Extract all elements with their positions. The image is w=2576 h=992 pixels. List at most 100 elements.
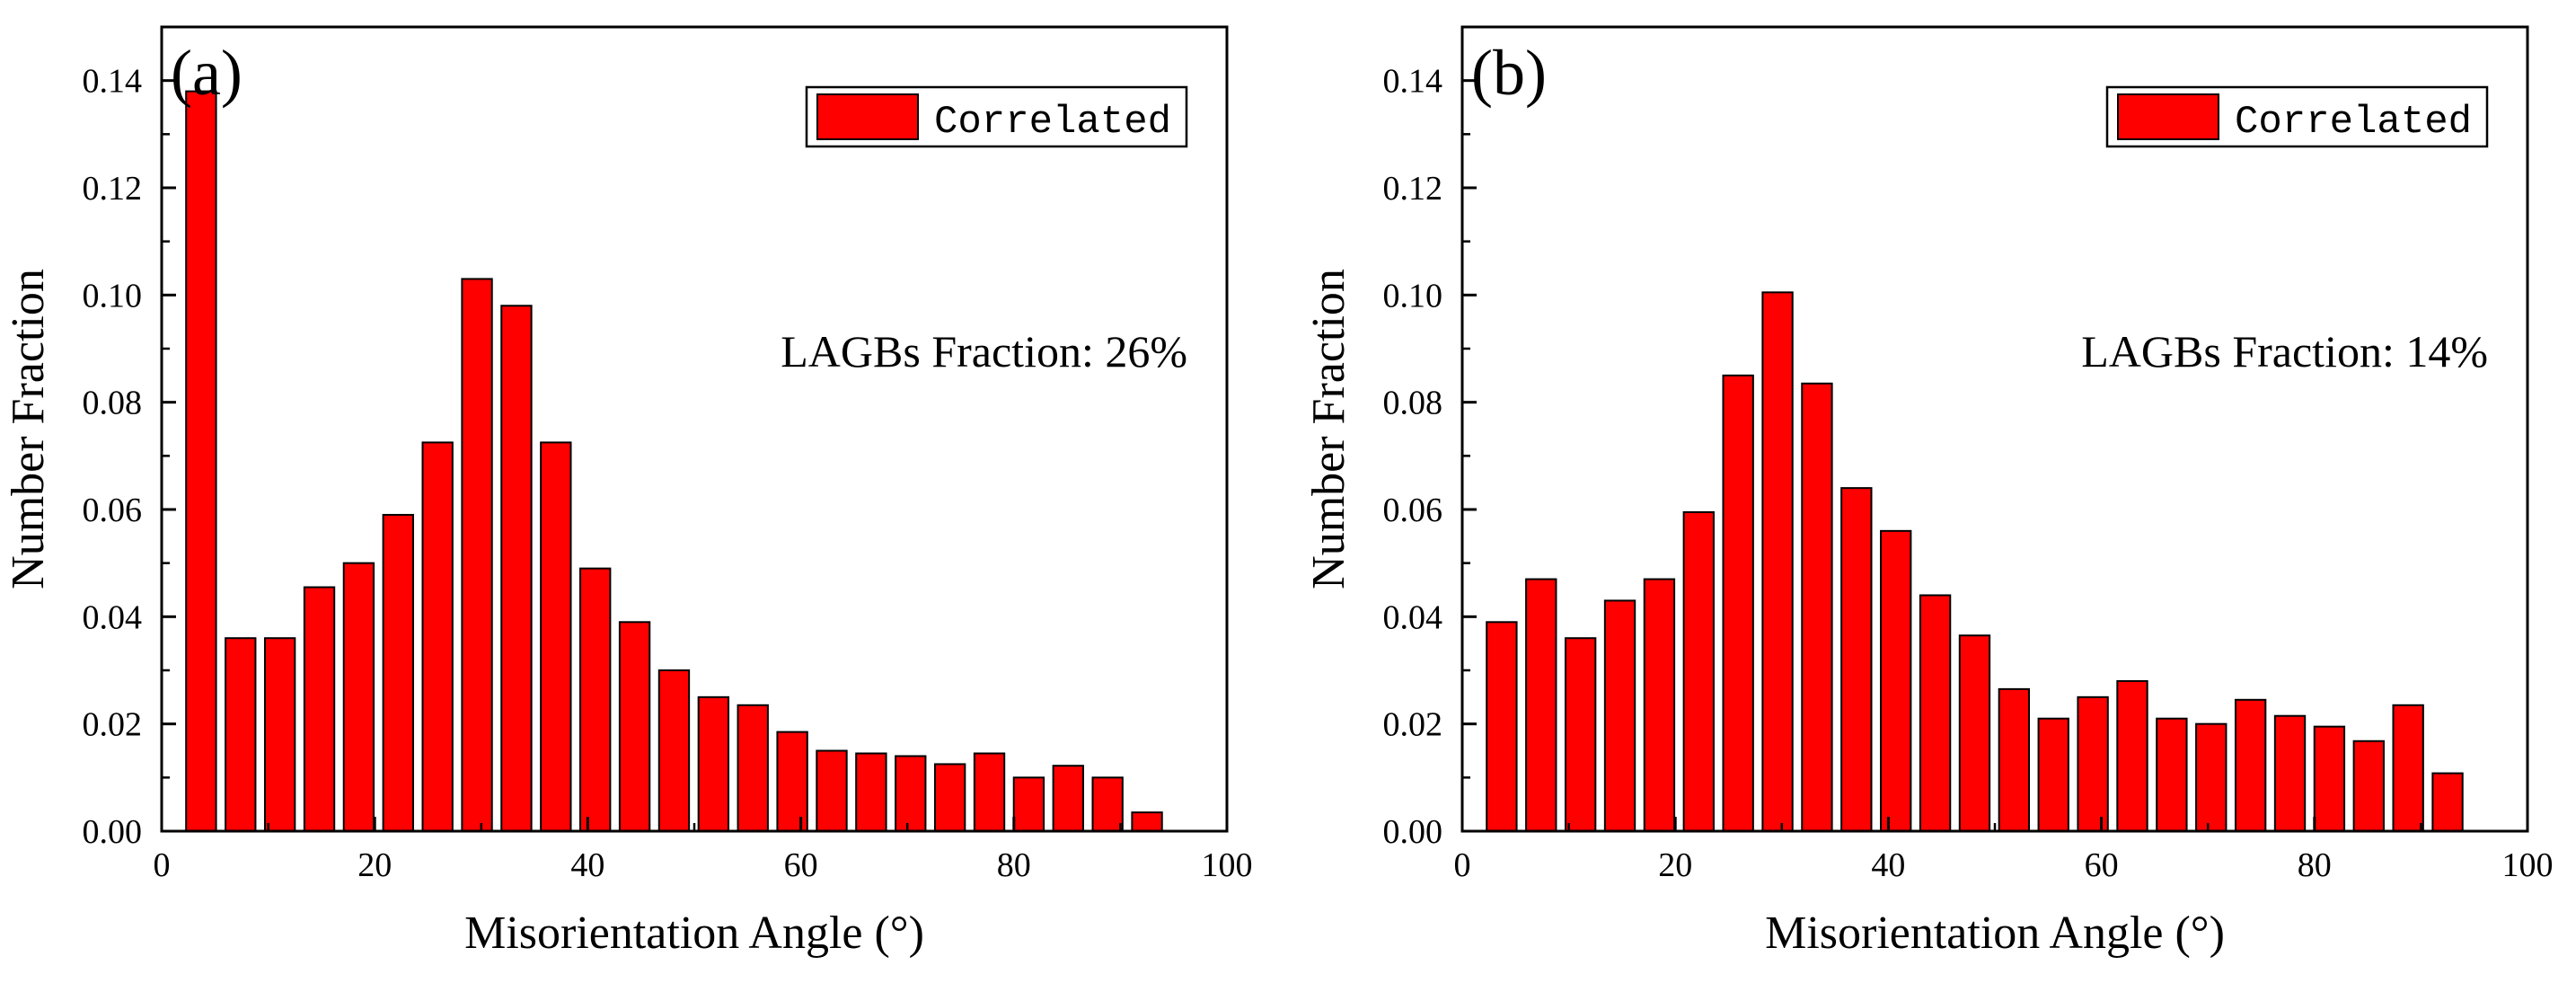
bar-a-1 (185, 90, 217, 833)
panel-label-b: (b) (1471, 37, 1547, 109)
x-axis-label-a: Misorientation Angle (°) (464, 908, 924, 959)
bar-b-6 (1682, 510, 1715, 832)
bar-b-21 (2273, 714, 2307, 833)
y-tick-label: 0.08 (1383, 385, 1443, 422)
bar-a-18 (855, 752, 887, 833)
x-tick-label: 0 (1454, 846, 1471, 884)
bar-b-2 (1525, 578, 1557, 832)
x-tick-label: 40 (570, 846, 604, 884)
y-tick-label: 0.02 (1383, 706, 1443, 744)
bar-b-12 (1919, 594, 1952, 832)
bar-b-20 (2234, 698, 2267, 832)
x-tick-label: 40 (1871, 846, 1905, 884)
bar-b-10 (1840, 487, 1873, 833)
bar-b-13 (1958, 634, 1991, 833)
y-ticks-b: 0.00 0.02 0.04 0.06 0.08 0.10 0.12 0.14 (1383, 63, 1477, 851)
bar-b-25 (2431, 772, 2464, 832)
bar-b-4 (1603, 599, 1636, 833)
bar-a-14 (697, 695, 730, 832)
legend-label-b: Correlated (2235, 100, 2472, 145)
y-tick-label: 0.00 (1383, 813, 1443, 851)
y-tick-label: 0.12 (1383, 170, 1443, 208)
bar-a-24 (1091, 776, 1124, 832)
y-tick-label: 0.08 (83, 385, 143, 422)
bar-a-4 (303, 586, 336, 832)
bar-b-7 (1722, 374, 1754, 832)
bar-a-8 (461, 278, 493, 832)
bar-a-20 (933, 763, 966, 833)
y-ticks-a: 0.00 0.02 0.04 0.06 0.08 0.10 0.12 0.14 (83, 63, 176, 851)
bar-a-3 (263, 637, 296, 833)
bar-a-13 (657, 669, 691, 832)
bar-a-19 (895, 755, 927, 833)
legend-swatch-a (816, 93, 919, 140)
bar-a-16 (776, 731, 808, 832)
x-tick-label: 60 (784, 846, 818, 884)
bar-b-15 (2037, 717, 2069, 833)
legend-b: Correlated (2105, 85, 2489, 148)
bar-series-b (1486, 291, 2464, 833)
x-ticks-b: 0 20 40 60 80 100 (1454, 817, 2554, 884)
y-tick-label: 0.10 (83, 277, 143, 314)
panel-label-a: (a) (171, 37, 243, 109)
y-tick-label: 0.02 (83, 706, 143, 744)
bar-a-10 (540, 441, 572, 832)
bar-a-21 (973, 752, 1006, 833)
bar-a-15 (737, 704, 769, 832)
bar-b-14 (1998, 687, 2031, 833)
y-axis-label-a: Number Fraction (3, 269, 54, 589)
bar-b-5 (1643, 578, 1676, 832)
x-tick-label: 20 (1658, 846, 1692, 884)
bar-a-7 (421, 441, 454, 832)
bar-b-11 (1880, 529, 1912, 832)
bar-b-1 (1486, 621, 1518, 832)
bar-a-23 (1052, 765, 1084, 832)
x-tick-label: 100 (2502, 846, 2554, 884)
legend-swatch-b (2117, 93, 2219, 140)
y-axis-label-b: Number Fraction (1303, 269, 1354, 589)
legend-a: Correlated (805, 85, 1188, 148)
bar-b-9 (1801, 382, 1833, 832)
y-tick-label: 0.10 (1383, 277, 1443, 314)
y-tick-label: 0.14 (83, 63, 143, 101)
panel-a: 0.00 0.02 0.04 0.06 0.08 0.10 0.12 0.14 0 20 40 60… (3, 25, 1253, 959)
bar-b-22 (2313, 725, 2346, 833)
bar-series-a (185, 90, 1163, 833)
y-tick-label: 0.04 (1383, 598, 1443, 636)
bar-a-2 (225, 637, 257, 833)
bar-a-6 (382, 513, 414, 832)
bar-b-8 (1761, 291, 1794, 833)
x-tick-label: 0 (154, 846, 171, 884)
bar-a-11 (579, 567, 612, 833)
bar-b-18 (2156, 717, 2188, 833)
bar-a-9 (500, 305, 533, 832)
bar-a-5 (342, 562, 375, 833)
y-tick-label: 0.12 (83, 170, 143, 208)
x-ticks-a: 0 20 40 60 80 100 (154, 817, 1253, 884)
x-tick-label: 80 (2298, 846, 2332, 884)
x-tick-label: 20 (357, 846, 392, 884)
bar-a-12 (618, 621, 651, 832)
y-tick-label: 0.06 (1383, 492, 1443, 529)
y-tick-label: 0.06 (83, 492, 143, 529)
bar-a-17 (816, 749, 848, 832)
legend-label-a: Correlated (934, 100, 1171, 145)
x-axis-label-b: Misorientation Angle (°) (1765, 908, 2225, 959)
bar-b-19 (2195, 722, 2228, 833)
bar-b-23 (2352, 740, 2385, 833)
y-tick-label: 0.00 (83, 813, 143, 851)
y-tick-label: 0.04 (83, 598, 143, 636)
bar-b-16 (2077, 695, 2109, 832)
y-tick-label: 0.14 (1383, 63, 1443, 101)
x-tick-label: 100 (1202, 846, 1253, 884)
panel-b: 0.00 0.02 0.04 0.06 0.08 0.10 0.12 0.14 0 20 40 60… (1303, 25, 2554, 959)
bar-b-17 (2116, 679, 2148, 833)
x-tick-label: 60 (2085, 846, 2119, 884)
bar-a-22 (1012, 776, 1045, 832)
bar-a-25 (1131, 811, 1163, 832)
x-tick-label: 80 (997, 846, 1031, 884)
lagb-annotation-b: LAGBs Fraction: 14% (2081, 326, 2488, 376)
bar-b-3 (1564, 637, 1597, 833)
lagb-annotation-a: LAGBs Fraction: 26% (781, 326, 1187, 376)
